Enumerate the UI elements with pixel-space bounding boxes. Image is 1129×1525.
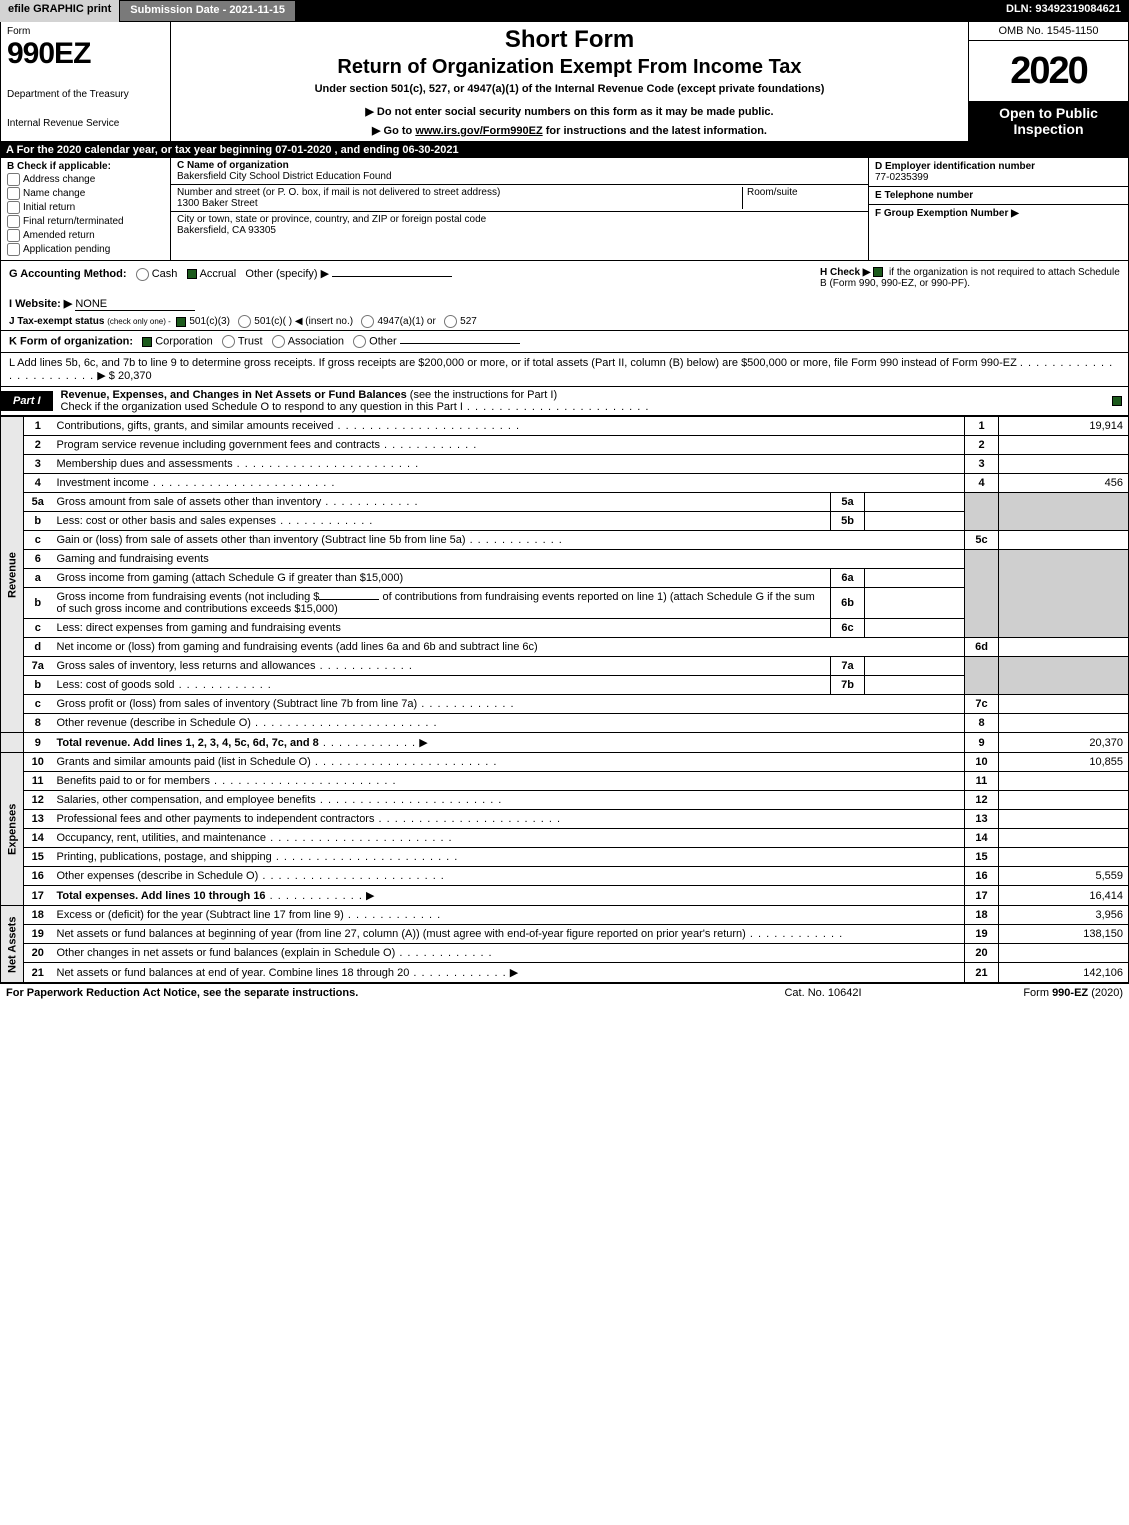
website-value: NONE <box>75 298 195 311</box>
org-name: Bakersfield City School District Educati… <box>177 171 862 182</box>
line-16-amount: 5,559 <box>999 867 1129 886</box>
header-right: OMB No. 1545-1150 2020 Open to Public In… <box>968 22 1128 141</box>
form-word: Form <box>7 26 164 37</box>
chk-schedule-b[interactable] <box>873 267 883 277</box>
form-number: 990EZ <box>7 37 164 71</box>
org-name-label: C Name of organization <box>177 160 862 171</box>
chk-corporation[interactable] <box>142 337 152 347</box>
chk-501c3[interactable] <box>176 317 186 327</box>
paperwork-notice: For Paperwork Reduction Act Notice, see … <box>6 987 723 999</box>
ssn-warning: ▶ Do not enter social security numbers o… <box>181 105 958 118</box>
chk-amended-return[interactable]: Amended return <box>7 229 164 242</box>
line-4-amount: 456 <box>999 474 1129 493</box>
line-19-amount: 138,150 <box>999 925 1129 944</box>
chk-schedule-o[interactable] <box>1112 396 1122 406</box>
dept-irs: Internal Revenue Service <box>7 118 164 129</box>
line-9-amount: 20,370 <box>999 733 1129 753</box>
chk-final-return[interactable]: Final return/terminated <box>7 215 164 228</box>
section-b-checks: B Check if applicable: Address change Na… <box>1 158 171 260</box>
org-address: 1300 Baker Street <box>177 198 742 209</box>
row-j-tax-exempt: J Tax-exempt status (check only one) - 5… <box>0 313 1129 331</box>
row-g-h: G Accounting Method: Cash Accrual Other … <box>0 261 1129 295</box>
ein-value: 77-0235399 <box>875 172 928 183</box>
under-section: Under section 501(c), 527, or 4947(a)(1)… <box>181 83 958 95</box>
addr-label: Number and street (or P. O. box, if mail… <box>177 187 742 198</box>
gross-receipts-amount: 20,370 <box>118 370 152 382</box>
part-1-header: Part I Revenue, Expenses, and Changes in… <box>0 386 1129 416</box>
telephone-label: E Telephone number <box>875 190 973 201</box>
open-inspection: Open to Public Inspection <box>969 101 1128 141</box>
row-l-gross-receipts: L Add lines 5b, 6c, and 7b to line 9 to … <box>0 353 1129 386</box>
part-1-table: Revenue 1 Contributions, gifts, grants, … <box>0 416 1129 983</box>
row-k-org-form: K Form of organization: Corporation Trus… <box>0 331 1129 353</box>
goto-note: ▶ Go to www.irs.gov/Form990EZ for instru… <box>181 124 958 137</box>
chk-association[interactable] <box>272 335 285 348</box>
revenue-vlabel: Revenue <box>1 417 24 733</box>
chk-501c[interactable] <box>238 315 251 328</box>
chk-527[interactable] <box>444 315 457 328</box>
irs-link[interactable]: www.irs.gov/Form990EZ <box>415 125 542 137</box>
tax-year: 2020 <box>969 41 1128 101</box>
acct-accrual-check[interactable] <box>187 269 197 279</box>
chk-trust[interactable] <box>222 335 235 348</box>
section-c: C Name of organization Bakersfield City … <box>171 158 868 260</box>
chk-initial-return[interactable]: Initial return <box>7 201 164 214</box>
form-ref: Form 990-EZ (2020) <box>923 987 1123 999</box>
form-header: Form 990EZ Department of the Treasury In… <box>0 22 1129 142</box>
netassets-vlabel: Net Assets <box>1 906 24 983</box>
line-1-amount: 19,914 <box>999 417 1129 436</box>
cat-number: Cat. No. 10642I <box>723 987 923 999</box>
section-def: D Employer identification number 77-0235… <box>868 158 1128 260</box>
row-i-website: I Website: ▶ NONE <box>0 295 1129 313</box>
group-exemption-label: F Group Exemption Number ▶ <box>875 208 1019 219</box>
room-suite-label: Room/suite <box>742 187 862 209</box>
chk-address-change[interactable]: Address change <box>7 173 164 186</box>
section-a-period: A For the 2020 calendar year, or tax yea… <box>0 142 1129 158</box>
ein-label: D Employer identification number <box>875 161 1035 172</box>
line-21-amount: 142,106 <box>999 963 1129 983</box>
line-10-amount: 10,855 <box>999 753 1129 772</box>
omb-number: OMB No. 1545-1150 <box>969 22 1128 41</box>
chk-other-org[interactable] <box>353 335 366 348</box>
header-left: Form 990EZ Department of the Treasury In… <box>1 22 171 141</box>
header-center: Short Form Return of Organization Exempt… <box>171 22 968 141</box>
chk-name-change[interactable]: Name change <box>7 187 164 200</box>
submission-date-button[interactable]: Submission Date - 2021-11-15 <box>119 0 296 22</box>
return-title: Return of Organization Exempt From Incom… <box>181 56 958 79</box>
line-17-amount: 16,414 <box>999 886 1129 906</box>
chk-application-pending[interactable]: Application pending <box>7 243 164 256</box>
chk-4947[interactable] <box>361 315 374 328</box>
org-info-block: B Check if applicable: Address change Na… <box>0 158 1129 261</box>
city-label: City or town, state or province, country… <box>177 214 862 225</box>
efile-print-label[interactable]: efile GRAPHIC print <box>0 0 119 22</box>
dept-treasury: Department of the Treasury <box>7 89 164 100</box>
acct-cash[interactable] <box>136 268 149 281</box>
expenses-vlabel: Expenses <box>1 753 24 906</box>
short-form-title: Short Form <box>181 26 958 54</box>
page-footer: For Paperwork Reduction Act Notice, see … <box>0 983 1129 1002</box>
top-bar: efile GRAPHIC print Submission Date - 20… <box>0 0 1129 22</box>
org-city: Bakersfield, CA 93305 <box>177 225 862 236</box>
line-18-amount: 3,956 <box>999 906 1129 925</box>
dln-label: DLN: 93492319084621 <box>998 0 1129 22</box>
